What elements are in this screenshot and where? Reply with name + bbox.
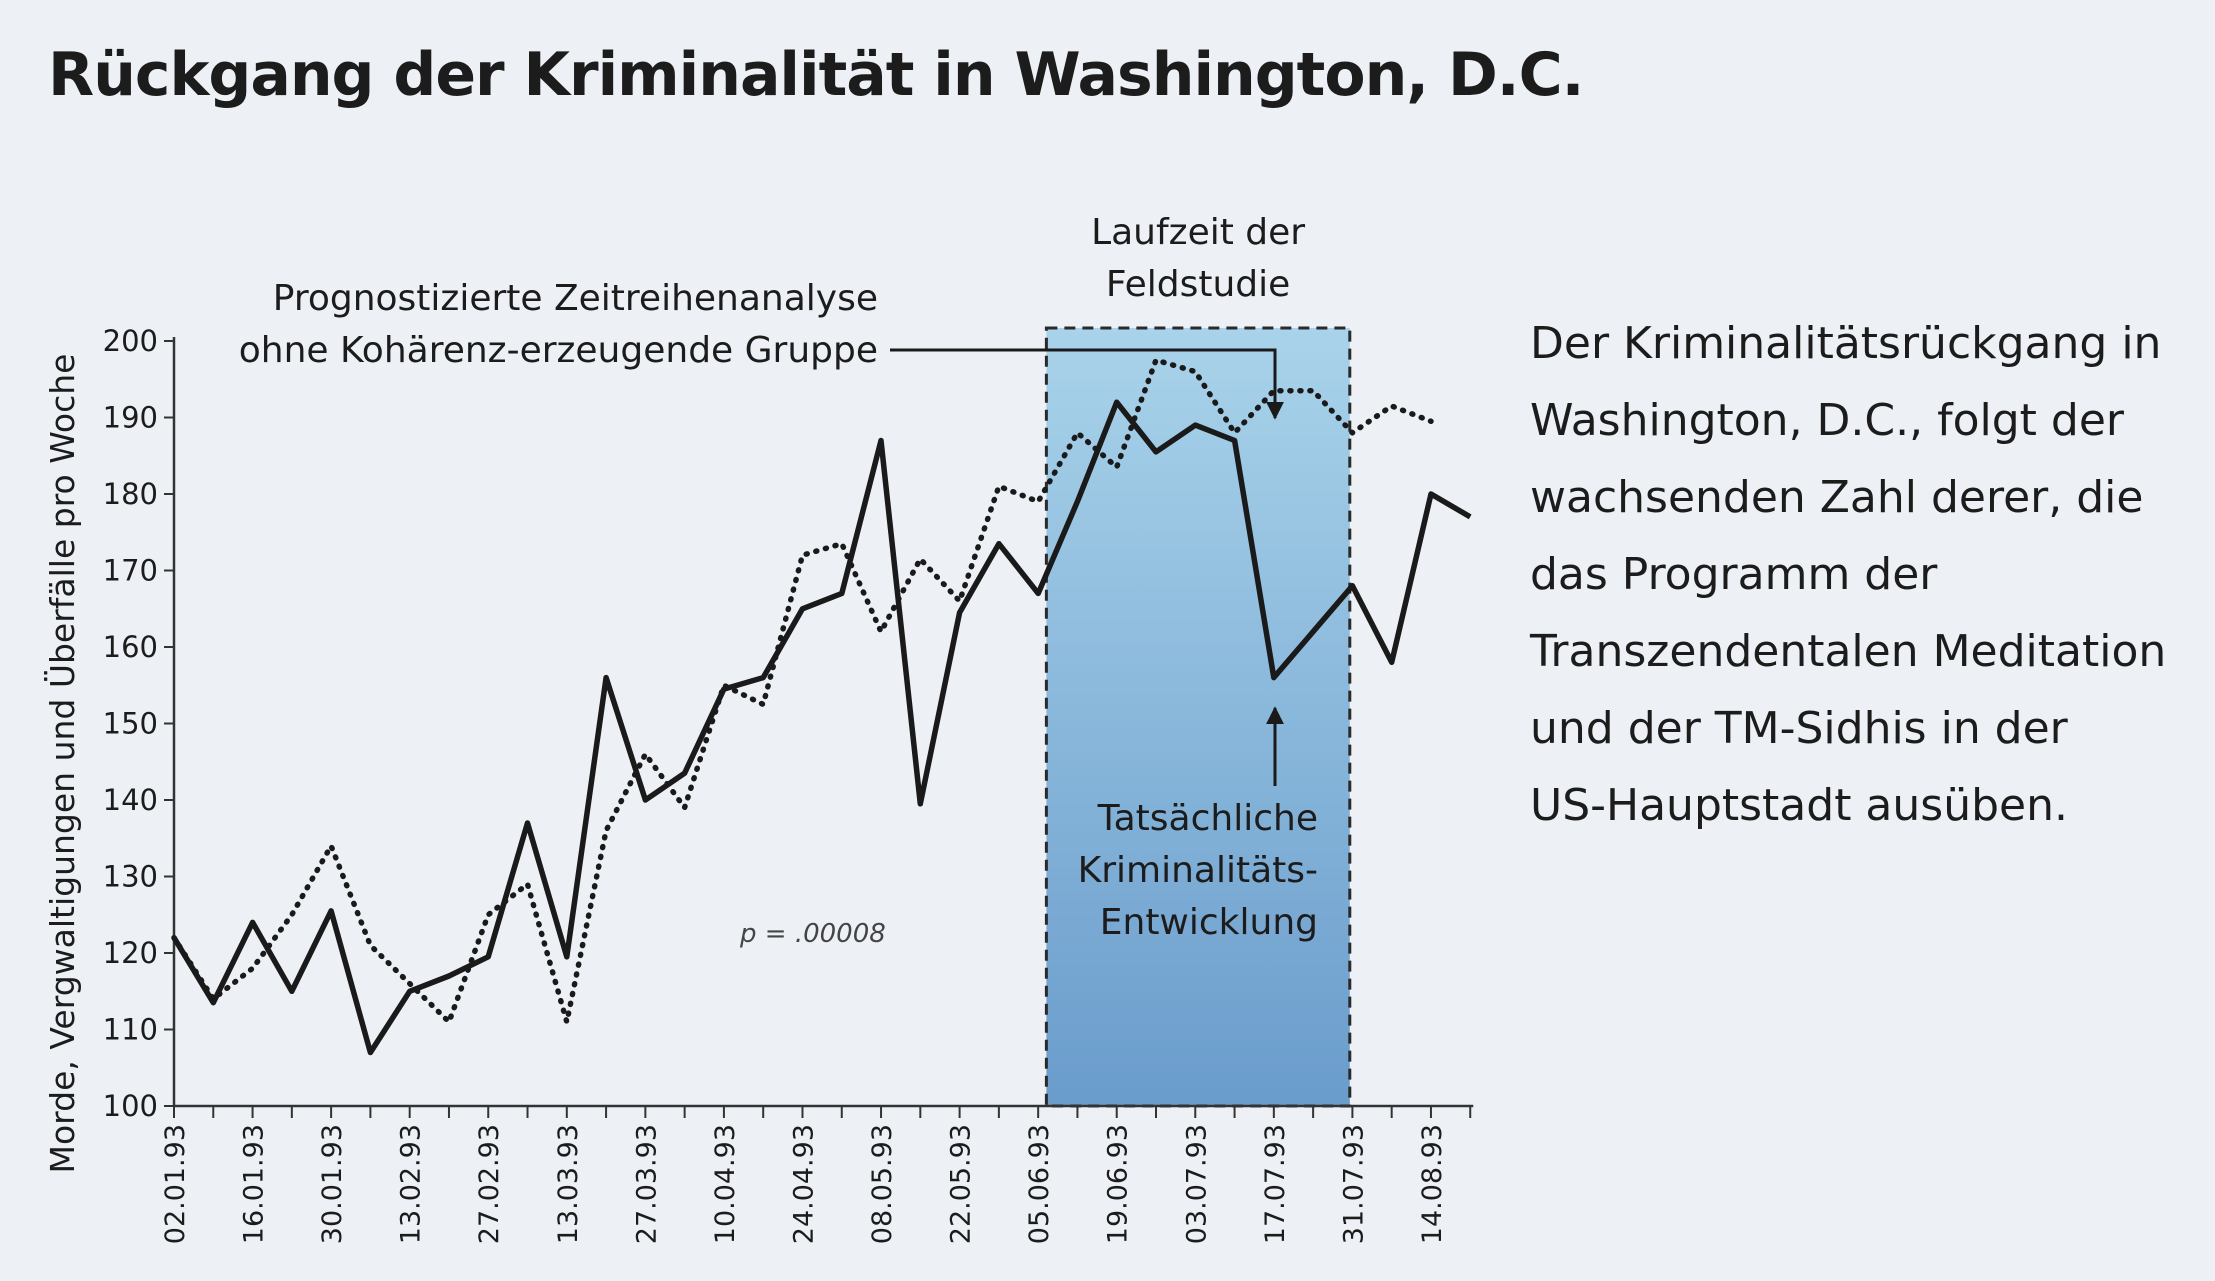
side-text-line: Washington, D.C., folgt der: [1530, 395, 2124, 446]
side-text-line: US-Hauptstadt ausüben.: [1530, 780, 2068, 831]
y-axis-title: Morde, Vergwaltigungen und Überfälle pro…: [42, 354, 82, 1174]
y-tick-label: 170: [103, 554, 158, 588]
predicted-label: ohne Kohärenz-erzeugende Gruppe: [239, 330, 878, 371]
x-tick-label: 13.03.93: [553, 1124, 584, 1244]
actual-label: Kriminalitäts-: [1078, 850, 1318, 891]
y-tick-label: 190: [103, 401, 158, 435]
side-text-line: und der TM-Sidhis in der: [1530, 703, 2068, 754]
x-tick-label: 19.06.93: [1103, 1124, 1134, 1244]
actual-label: Tatsächliche: [1097, 798, 1318, 839]
y-tick-label: 100: [103, 1089, 158, 1123]
field-study-region: [1044, 326, 1352, 1108]
x-tick-label: 16.01.93: [239, 1124, 270, 1244]
y-tick-label: 150: [103, 707, 158, 741]
side-text-line: das Programm der: [1530, 549, 1938, 600]
x-tick-label: 31.07.93: [1338, 1124, 1369, 1244]
x-tick-label: 17.07.93: [1260, 1124, 1291, 1244]
y-tick-label: 180: [103, 477, 158, 511]
y-tick-label: 200: [103, 324, 158, 358]
y-tick-label: 110: [103, 1013, 158, 1047]
x-tick-label: 27.02.93: [474, 1124, 505, 1244]
y-tick-label: 160: [103, 630, 158, 664]
predicted-arrow: [890, 348, 1284, 420]
x-tick-label: 13.02.93: [396, 1124, 427, 1244]
field-study-label: Feldstudie: [1106, 264, 1290, 305]
actual-label: Entwicklung: [1100, 902, 1318, 943]
chart-title: Rückgang der Kriminalität in Washington,…: [48, 40, 1584, 110]
x-tick-label: 10.04.93: [710, 1124, 741, 1244]
side-text-line: Transzendentalen Meditation: [1530, 626, 2167, 677]
p-value-label: p = .00008: [739, 919, 886, 949]
x-tick-label: 02.01.93: [160, 1124, 191, 1244]
x-tick-label: 03.07.93: [1181, 1124, 1212, 1244]
x-tick-label: 30.01.93: [317, 1124, 348, 1244]
side-description: Der Kriminalitätsrückgang in Washington,…: [1530, 305, 2170, 844]
x-tick-label: 27.03.93: [631, 1124, 662, 1244]
x-tick-label: 24.04.93: [788, 1124, 819, 1244]
series-line-predicted: [171, 357, 1434, 1025]
x-tick-label: 22.05.93: [946, 1124, 977, 1244]
x-tick-label: 08.05.93: [867, 1124, 898, 1244]
field-study-label: Laufzeit der: [1091, 212, 1305, 253]
x-tick-label: 14.08.93: [1417, 1124, 1448, 1244]
y-tick-label: 140: [103, 783, 158, 817]
y-tick-label: 130: [103, 860, 158, 894]
series-line-actual: [171, 399, 1472, 1056]
side-text-line: wachsenden Zahl derer, die: [1530, 472, 2144, 523]
predicted-label: Prognostizierte Zeitreihenanalyse: [273, 278, 878, 319]
x-tick-label: 05.06.93: [1024, 1124, 1055, 1244]
side-text-line: Der Kriminalitätsrückgang in: [1530, 318, 2162, 369]
y-tick-label: 120: [103, 936, 158, 970]
